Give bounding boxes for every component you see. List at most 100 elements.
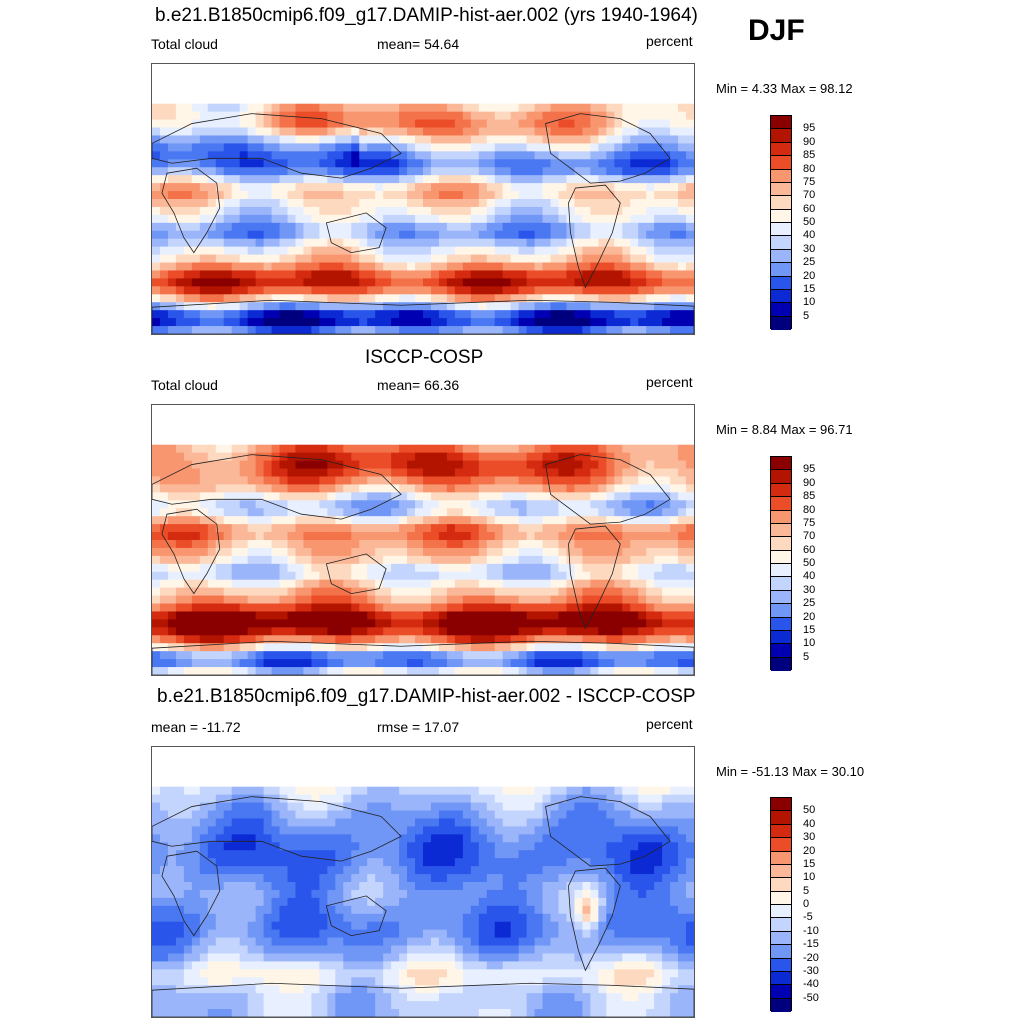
colorbar-tick-label: 40: [803, 229, 816, 242]
colorbar-tick-label: 75: [803, 516, 816, 529]
colorbar-segment: [771, 249, 791, 264]
panel3-rmse: rmse = 17.07: [377, 719, 460, 735]
colorbar-tick-label: 60: [803, 202, 816, 215]
colorbar-tick-label: -40: [803, 978, 819, 991]
colorbar-segment: [771, 182, 791, 197]
colorbar-segment: [771, 510, 791, 524]
colorbar-segment: [771, 303, 791, 317]
colorbar-segment: [771, 470, 791, 484]
panel3-map: [151, 746, 695, 1018]
colorbar-tick-label: -50: [803, 991, 819, 1004]
colorbar-tick-label: 25: [803, 256, 816, 269]
colorbar-tick-label: 40: [803, 817, 816, 830]
panel3-colorbar: [770, 797, 792, 1012]
colorbar-segment: [771, 169, 791, 183]
colorbar-segment: [771, 918, 791, 932]
colorbar-tick-label: 20: [803, 844, 816, 857]
colorbar-tick-label: 5: [803, 650, 810, 663]
panel1-map: [151, 63, 695, 335]
panel2-units: percent: [646, 374, 693, 390]
colorbar-tick-label: 0: [803, 898, 810, 910]
colorbar-segment: [771, 457, 791, 471]
colorbar-tick-label: 30: [803, 831, 816, 844]
panel1-minmax: Min = 4.33 Max = 98.12: [716, 81, 853, 96]
colorbar-segment: [771, 604, 791, 618]
colorbar-segment: [771, 483, 791, 498]
colorbar-tick-label: 15: [803, 857, 816, 870]
colorbar-segment: [771, 236, 791, 250]
colorbar-segment: [771, 156, 791, 170]
panel1-units: percent: [646, 33, 693, 49]
colorbar-segment: [771, 523, 791, 538]
colorbar-segment: [771, 851, 791, 865]
colorbar-tick-label: 90: [803, 476, 816, 489]
colorbar-tick-label: 80: [803, 503, 816, 516]
panel2-mean: mean= 66.36: [377, 377, 460, 393]
panel2-minmax: Min = 8.84 Max = 96.71: [716, 422, 853, 437]
colorbar-segment: [771, 824, 791, 839]
colorbar-segment: [771, 276, 791, 290]
colorbar-tick-label: 10: [803, 296, 816, 309]
colorbar-segment: [771, 945, 791, 959]
colorbar-tick-label: 85: [803, 149, 816, 162]
colorbar-segment: [771, 891, 791, 905]
colorbar-segment: [771, 263, 791, 277]
colorbar-tick-label: 70: [803, 530, 816, 543]
colorbar-segment: [771, 998, 791, 1012]
colorbar-tick-label: 80: [803, 162, 816, 175]
colorbar-tick-label: 20: [803, 610, 816, 623]
colorbar-segment: [771, 142, 791, 157]
colorbar-tick-label: 10: [803, 637, 816, 650]
colorbar-segment: [771, 196, 791, 210]
panel1-colorbar: [770, 115, 792, 330]
colorbar-tick-label: 15: [803, 282, 816, 295]
panel1-mean: mean= 54.64: [377, 36, 460, 52]
colorbar-segment: [771, 798, 791, 812]
colorbar-segment: [771, 590, 791, 605]
colorbar-tick-label: 85: [803, 490, 816, 503]
colorbar-segment: [771, 577, 791, 591]
colorbar-segment: [771, 905, 791, 919]
colorbar-tick-label: 95: [803, 463, 816, 476]
colorbar-tick-label: 75: [803, 175, 816, 188]
colorbar-segment: [771, 537, 791, 551]
colorbar-segment: [771, 878, 791, 892]
colorbar-segment: [771, 838, 791, 852]
panel2-left-label: Total cloud: [151, 377, 218, 393]
colorbar-segment: [771, 811, 791, 825]
colorbar-tick-label: 90: [803, 135, 816, 148]
colorbar-tick-label: 25: [803, 597, 816, 610]
colorbar-segment: [771, 630, 791, 645]
panel2-colorbar: [770, 456, 792, 671]
colorbar-tick-label: 60: [803, 543, 816, 556]
colorbar-segment: [771, 564, 791, 578]
panel3-title: b.e21.B1850cmip6.f09_g17.DAMIP-hist-aer.…: [157, 686, 696, 707]
colorbar-segment: [771, 931, 791, 946]
colorbar-segment: [771, 116, 791, 130]
colorbar-segment: [771, 223, 791, 237]
colorbar-segment: [771, 289, 791, 304]
colorbar-segment: [771, 657, 791, 671]
colorbar-tick-label: 50: [803, 804, 816, 817]
season-label: DJF: [748, 14, 805, 47]
colorbar-tick-label: 15: [803, 623, 816, 636]
colorbar-segment: [771, 958, 791, 972]
colorbar-segment: [771, 985, 791, 999]
panel2-map: [151, 404, 695, 676]
colorbar-tick-label: 30: [803, 583, 816, 596]
colorbar-tick-label: 30: [803, 242, 816, 255]
colorbar-tick-label: 40: [803, 570, 816, 583]
panel3-units: percent: [646, 716, 693, 732]
colorbar-tick-label: -5: [803, 911, 813, 924]
colorbar-segment: [771, 644, 791, 658]
colorbar-tick-label: 70: [803, 189, 816, 202]
colorbar-segment: [771, 550, 791, 564]
colorbar-segment: [771, 497, 791, 511]
panel1-title: b.e21.B1850cmip6.f09_g17.DAMIP-hist-aer.…: [155, 5, 698, 26]
colorbar-tick-label: -30: [803, 964, 819, 977]
colorbar-tick-label: 5: [803, 309, 810, 322]
colorbar-tick-label: 20: [803, 269, 816, 282]
colorbar-tick-label: 10: [803, 871, 816, 884]
colorbar-tick-label: 95: [803, 122, 816, 135]
colorbar-segment: [771, 864, 791, 879]
